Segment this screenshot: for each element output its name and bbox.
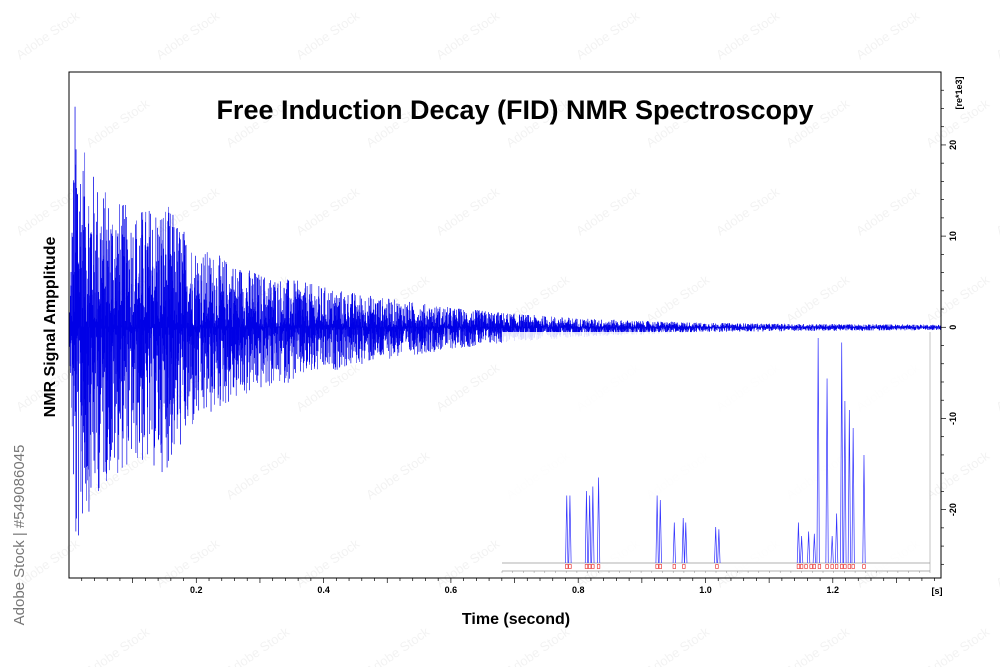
y-tick-label: -10 [948, 412, 958, 425]
inset-integral-marker [588, 564, 592, 569]
inset-peak [717, 529, 721, 564]
inset-integral-marker [862, 564, 866, 569]
plot-frame [68, 71, 942, 579]
inset-integral-marker [596, 564, 601, 569]
inset-integral-marker [851, 564, 855, 569]
x-tick-label: 1.0 [699, 585, 712, 595]
x-tick-label: 1.2 [827, 585, 840, 595]
inset-integral-marker [655, 564, 659, 569]
watermark-side-text: Adobe Stock | #549086045 [11, 445, 28, 626]
inset-peak [796, 522, 800, 564]
inset-spectrum [501, 332, 931, 573]
x-axis-label: Time (second) [462, 611, 570, 628]
inset-peak [588, 495, 592, 564]
x-axis-unit: [s] [932, 586, 943, 596]
inset-peak [816, 337, 820, 564]
x-tick-label: 0.2 [190, 585, 203, 595]
inset-integral-marker [835, 564, 839, 569]
y-tick-label: 0 [948, 325, 958, 330]
inset-peak [658, 499, 662, 564]
inset-peak [800, 535, 804, 564]
inset-integral-marker [715, 564, 719, 569]
inset-peak [862, 454, 866, 564]
inset-integral-marker [843, 564, 847, 569]
inset-integral-marker [847, 564, 851, 569]
fid-signal-line [68, 106, 942, 536]
inset-peak [840, 342, 844, 564]
inset-integral-marker [812, 564, 816, 569]
x-tick-label: 0.6 [445, 585, 458, 595]
y-axis-label: NMR Signal Ampplitude [42, 237, 59, 418]
inset-peak [684, 522, 688, 564]
fid-signal-series [68, 106, 942, 536]
axes: 0.2 0.4 0.6 0.8 1.0 1.2 20 10 0 -10 -20 [81, 89, 958, 595]
x-tick-label: 0.8 [572, 585, 585, 595]
y-axis-unit: [re*1e3] [954, 76, 964, 109]
inset-peak [672, 522, 676, 564]
inset-integral-marker [840, 564, 844, 569]
inset-peak [714, 526, 718, 564]
x-tick-label: 0.4 [317, 585, 330, 595]
inset-peak [830, 535, 834, 564]
inset-integral-marker [565, 564, 569, 569]
inset-peak [655, 495, 659, 564]
inset-peak [568, 495, 572, 564]
inset-peak [597, 477, 601, 564]
inset-peak [565, 495, 569, 564]
inset-integral-marker [817, 564, 822, 569]
y-tick-label: 10 [948, 231, 958, 241]
inset-integral-marker [830, 564, 834, 569]
inset-integral-marker [658, 564, 662, 569]
y-tick-label: -20 [948, 503, 958, 516]
inset-integral-marker [804, 564, 808, 569]
inset-integral-marker [809, 564, 813, 569]
inset-integral-marker [568, 564, 572, 569]
inset-integral-marker [825, 564, 829, 569]
inset-peak [812, 533, 816, 564]
inset-peak [847, 409, 851, 564]
inset-peak [843, 400, 847, 564]
inset-peak [681, 517, 685, 564]
inset-peak [825, 378, 829, 564]
inset-peak [591, 486, 595, 564]
inset-peak [835, 513, 839, 564]
inset-integral-marker [682, 564, 686, 569]
chart-title: Free Induction Decay (FID) NMR Spectrosc… [216, 95, 813, 125]
y-tick-label: 20 [948, 140, 958, 150]
inset-peak [584, 490, 589, 564]
inset-integral-marker [800, 564, 804, 569]
inset-integral-marker [584, 564, 589, 569]
inset-peak [851, 427, 855, 564]
inset-integral-marker [796, 564, 801, 569]
inset-integral-marker [672, 564, 676, 569]
inset-peak [807, 531, 811, 564]
inset-integral-marker [591, 564, 595, 569]
